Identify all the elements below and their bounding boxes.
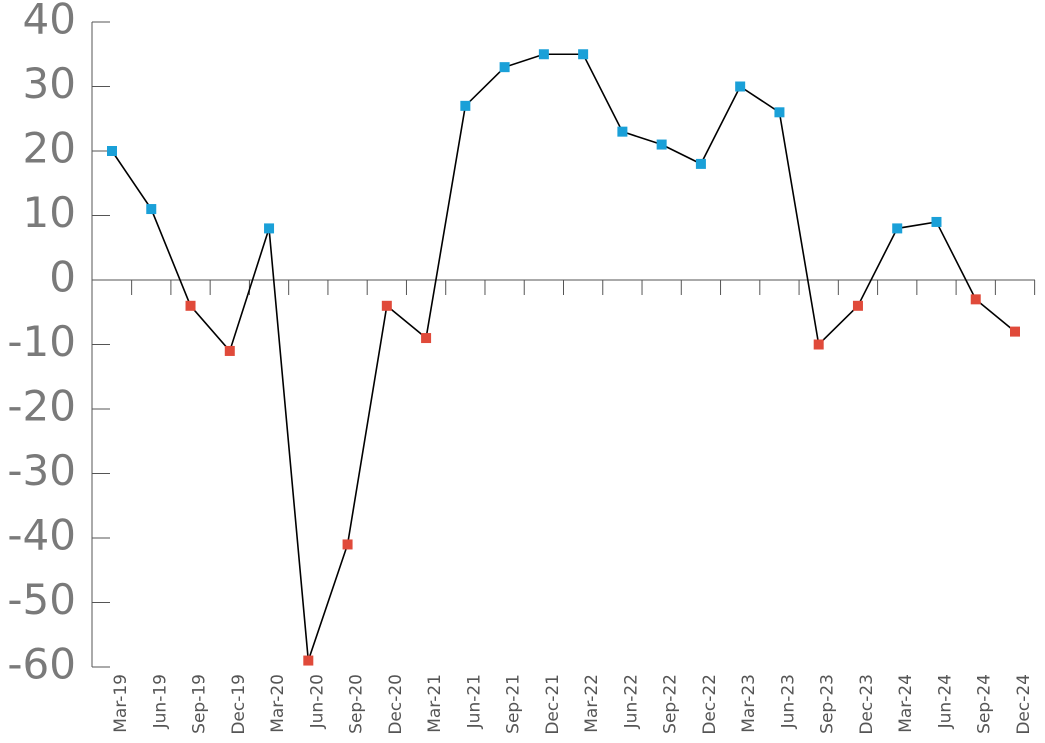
x-tick-label: Mar-20 bbox=[268, 674, 288, 733]
x-tick-label: Jun-22 bbox=[621, 674, 641, 729]
data-line bbox=[111, 53, 1016, 661]
data-point bbox=[970, 294, 981, 305]
x-tick-label: Sep-19 bbox=[190, 674, 210, 734]
y-tick-label: 30 bbox=[23, 59, 76, 108]
x-tick-label: Dec-21 bbox=[543, 674, 563, 735]
data-point bbox=[774, 107, 785, 118]
data-point bbox=[1010, 326, 1020, 337]
data-point bbox=[538, 49, 549, 60]
y-tick-label: 20 bbox=[23, 124, 76, 173]
x-tick-label: Dec-20 bbox=[386, 674, 406, 735]
data-point bbox=[146, 204, 157, 215]
data-point bbox=[499, 62, 510, 73]
y-tick-label: -40 bbox=[7, 511, 76, 560]
data-point bbox=[695, 158, 706, 169]
x-tick-label: Dec-19 bbox=[229, 674, 249, 735]
y-tick-label: 10 bbox=[23, 188, 76, 237]
data-point bbox=[617, 126, 628, 137]
data-point bbox=[931, 216, 942, 227]
data-point bbox=[421, 333, 432, 344]
data-point bbox=[852, 300, 863, 311]
data-point bbox=[381, 300, 392, 311]
x-tick-label: Sep-22 bbox=[661, 674, 681, 734]
x-tick-label: Dec-23 bbox=[857, 674, 877, 735]
x-tick-label: Dec-22 bbox=[700, 674, 720, 735]
x-tick-label: Mar-22 bbox=[582, 674, 602, 733]
x-tick-label: Jun-24 bbox=[935, 674, 955, 729]
x-tick-label: Sep-23 bbox=[818, 674, 838, 734]
x-tick-label: Sep-20 bbox=[347, 674, 367, 734]
data-point bbox=[460, 100, 471, 111]
x-tick-label: Jun-19 bbox=[150, 674, 170, 729]
x-tick-label: Jun-20 bbox=[307, 674, 327, 729]
x-tick-label: Mar-21 bbox=[425, 674, 445, 733]
y-tick-label: 0 bbox=[49, 253, 76, 302]
data-point bbox=[303, 655, 314, 666]
y-tick-label: -10 bbox=[7, 317, 76, 366]
x-tick-label: Sep-24 bbox=[975, 674, 995, 734]
data-point bbox=[735, 81, 746, 92]
x-tick-label: Mar-24 bbox=[896, 674, 916, 733]
x-tick-label: Mar-23 bbox=[739, 674, 759, 733]
y-tick-label: -60 bbox=[7, 640, 76, 689]
x-tick-label: Mar-19 bbox=[111, 674, 131, 733]
x-tick-label: Jun-23 bbox=[778, 674, 798, 729]
data-point bbox=[813, 339, 824, 350]
data-point bbox=[892, 223, 903, 234]
y-tick-label: -50 bbox=[7, 575, 76, 624]
x-tick-label: Dec-24 bbox=[1014, 674, 1034, 735]
data-point bbox=[578, 49, 589, 60]
y-tick-label: -20 bbox=[7, 382, 76, 431]
data-point bbox=[107, 146, 117, 156]
data-point bbox=[224, 345, 235, 356]
data-point bbox=[185, 300, 196, 311]
y-tick-label: -30 bbox=[7, 446, 76, 495]
data-point bbox=[656, 139, 667, 150]
data-point bbox=[342, 539, 353, 550]
y-tick-label: 40 bbox=[23, 0, 76, 44]
x-tick-label: Sep-21 bbox=[504, 674, 524, 734]
data-point bbox=[264, 223, 275, 234]
x-tick-label: Jun-21 bbox=[464, 674, 484, 729]
